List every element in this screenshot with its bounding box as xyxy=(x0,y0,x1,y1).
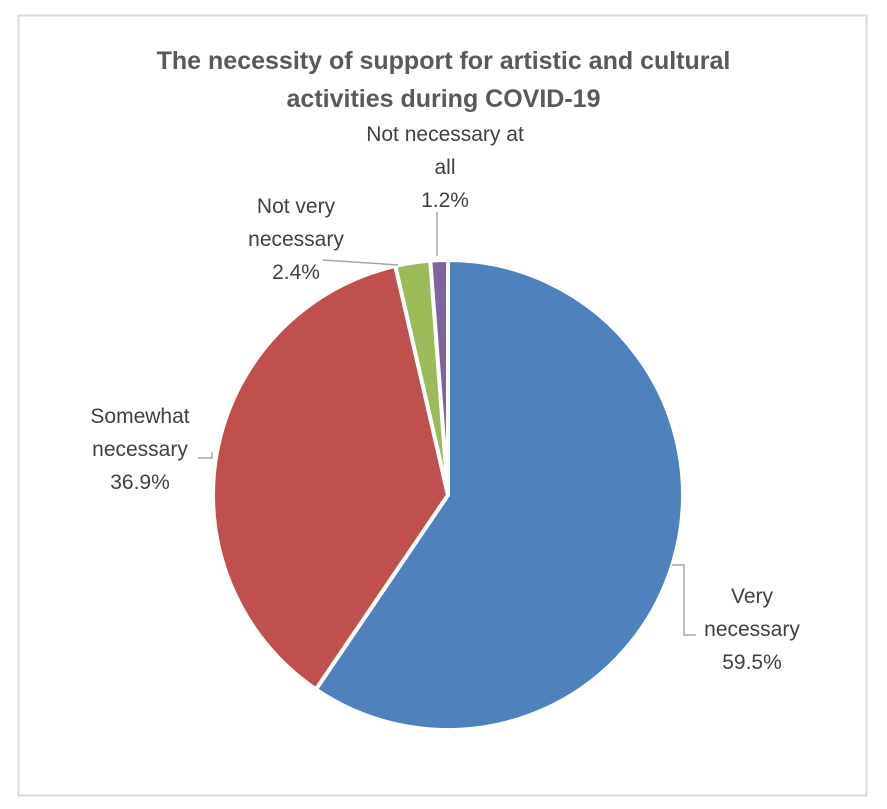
leader-lines xyxy=(198,212,696,636)
chart-title: The necessity of support for artistic an… xyxy=(156,47,731,113)
leader-line xyxy=(672,564,696,636)
slice-label: Somewhat necessary 36.9% xyxy=(75,400,205,499)
leader-line xyxy=(198,452,213,459)
value-label: 59.5% xyxy=(722,651,782,674)
value-label: 1.2% xyxy=(421,189,469,212)
pie-slice xyxy=(313,258,685,732)
pie-slice xyxy=(211,263,450,692)
category-label: Not very necessary xyxy=(248,195,344,251)
pie xyxy=(211,258,685,732)
pie-slice xyxy=(428,258,450,497)
slice-label: Not very necessary 2.4% xyxy=(236,190,356,289)
slice-label: Not necessary at all 1.2% xyxy=(365,118,525,217)
category-label: Somewhat necessary xyxy=(90,405,190,461)
category-label: Not necessary at all xyxy=(366,123,524,179)
value-label: 36.9% xyxy=(110,471,170,494)
category-label: Very necessary xyxy=(704,585,800,641)
slice-label: Very necessary 59.5% xyxy=(692,580,812,679)
value-label: 2.4% xyxy=(272,261,320,284)
leader-line xyxy=(322,259,399,266)
